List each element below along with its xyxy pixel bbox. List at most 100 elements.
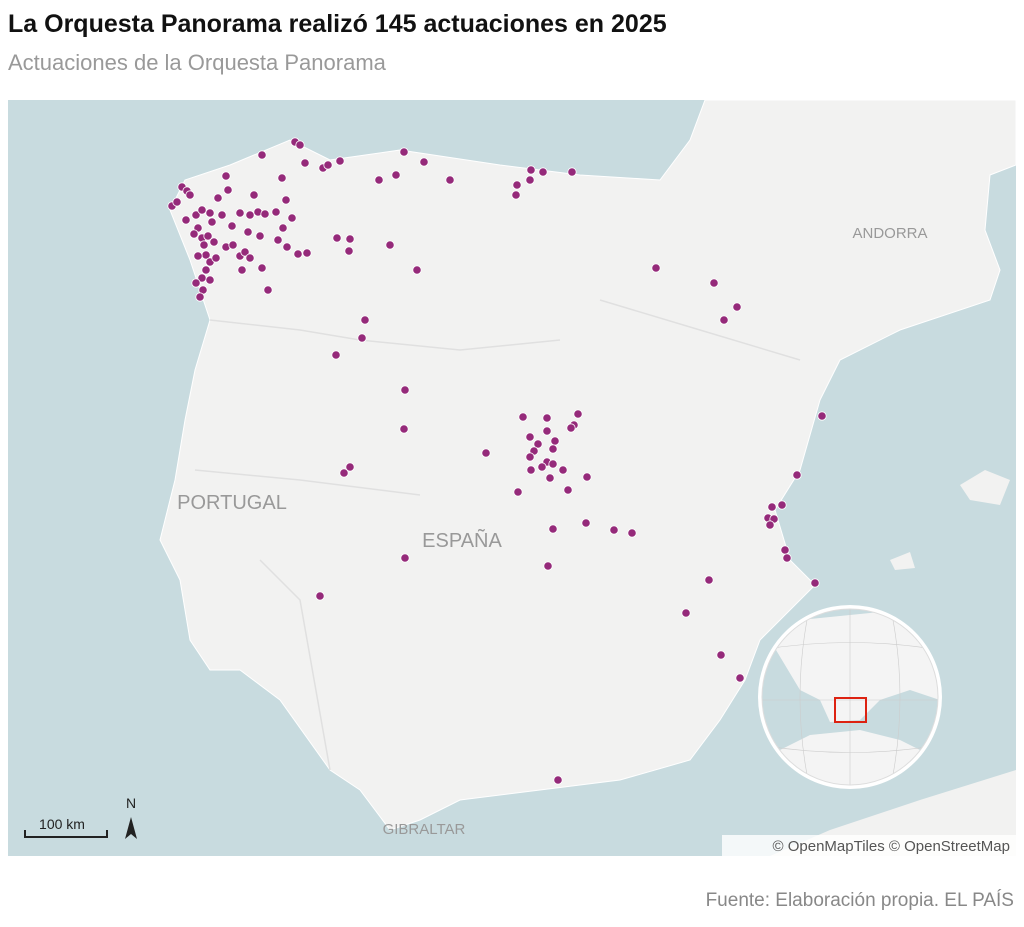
performance-dot	[193, 251, 203, 261]
attribution: © OpenMapTiles © OpenStreetMap	[773, 838, 1011, 855]
performance-dot	[513, 487, 523, 497]
performance-dot	[263, 285, 273, 295]
performance-dot	[735, 673, 745, 683]
performance-dot	[181, 215, 191, 225]
performance-dot	[237, 265, 247, 275]
performance-dot	[542, 413, 552, 423]
performance-dot	[344, 246, 354, 256]
north-label: N	[126, 795, 136, 811]
performance-dot	[339, 468, 349, 478]
performance-dot	[217, 210, 227, 220]
performance-dot	[681, 608, 691, 618]
performance-dot	[197, 205, 207, 215]
subtitle: Actuaciones de la Orquesta Panorama	[8, 50, 386, 75]
performance-dot	[277, 173, 287, 183]
performance-dot	[481, 448, 491, 458]
performance-dot	[249, 190, 259, 200]
performance-dot	[300, 158, 310, 168]
scale-bar: 100 km	[24, 816, 108, 838]
performance-dot	[573, 409, 583, 419]
performance-dot	[533, 439, 543, 449]
performance-dot	[282, 242, 292, 252]
performance-dot	[782, 553, 792, 563]
north-arrow	[125, 817, 137, 839]
performance-dot	[525, 452, 535, 462]
performance-dot	[445, 175, 455, 185]
performance-dot	[511, 190, 521, 200]
performance-dot	[205, 275, 215, 285]
performance-dot	[191, 210, 201, 220]
performance-dot	[245, 253, 255, 263]
performance-dot	[227, 221, 237, 231]
performance-dot	[245, 210, 255, 220]
performance-dot	[719, 315, 729, 325]
title: La Orquesta Panorama realizó 145 actuaci…	[8, 10, 667, 38]
performance-dot	[542, 426, 552, 436]
performance-dot	[228, 240, 238, 250]
globe-inset	[758, 605, 942, 789]
performance-dot	[399, 424, 409, 434]
performance-dot	[345, 234, 355, 244]
performance-dot	[223, 185, 233, 195]
performance-dot	[651, 263, 661, 273]
performance-dot	[331, 350, 341, 360]
map-label: ANDORRA	[852, 225, 927, 242]
performance-dot	[199, 240, 209, 250]
performance-dot	[792, 470, 802, 480]
performance-dot	[273, 235, 283, 245]
performance-dot	[255, 231, 265, 241]
performance-dot	[550, 436, 560, 446]
performance-dot	[548, 444, 558, 454]
performance-dot	[257, 150, 267, 160]
performance-dot	[399, 147, 409, 157]
performance-dot	[400, 385, 410, 395]
performance-dot	[315, 591, 325, 601]
performance-points	[167, 137, 827, 785]
performance-dot	[360, 315, 370, 325]
performance-dot	[518, 412, 528, 422]
performance-dot	[548, 459, 558, 469]
performance-dot	[385, 240, 395, 250]
performance-dot	[302, 248, 312, 258]
performance-dot	[207, 217, 217, 227]
performance-dot	[213, 193, 223, 203]
performance-dot	[581, 518, 591, 528]
performance-dot	[627, 528, 637, 538]
performance-dot	[777, 500, 787, 510]
performance-dot	[526, 165, 536, 175]
performance-dot	[271, 207, 281, 217]
performance-dot	[205, 208, 215, 218]
performance-dot	[545, 473, 555, 483]
performance-dot	[185, 190, 195, 200]
performance-dot	[419, 157, 429, 167]
performance-dot	[203, 231, 213, 241]
performance-dot	[582, 472, 592, 482]
performance-dot	[260, 209, 270, 219]
performance-dot	[538, 167, 548, 177]
performance-dot	[609, 525, 619, 535]
performance-dot	[191, 278, 201, 288]
performance-dot	[526, 465, 536, 475]
performance-dot	[412, 265, 422, 275]
performance-dot	[512, 180, 522, 190]
performance-dot	[357, 333, 367, 343]
performance-dot	[810, 578, 820, 588]
performance-dot	[235, 208, 245, 218]
performance-dot	[345, 462, 355, 472]
performance-dot	[558, 465, 568, 475]
performance-dot	[400, 553, 410, 563]
performance-dot	[189, 229, 199, 239]
performance-dot	[548, 524, 558, 534]
performance-dot	[391, 170, 401, 180]
performance-dot	[278, 223, 288, 233]
performance-dot	[704, 575, 714, 585]
performance-dot	[567, 167, 577, 177]
performance-dot	[240, 247, 250, 257]
map: ANDORRA PORTUGAL ESPAÑA GIBRALTAR 100 km…	[8, 100, 1016, 856]
performance-dot	[201, 265, 211, 275]
performance-dot	[257, 263, 267, 273]
performance-dot	[765, 520, 775, 530]
performance-dot	[295, 140, 305, 150]
performance-dot	[323, 160, 333, 170]
